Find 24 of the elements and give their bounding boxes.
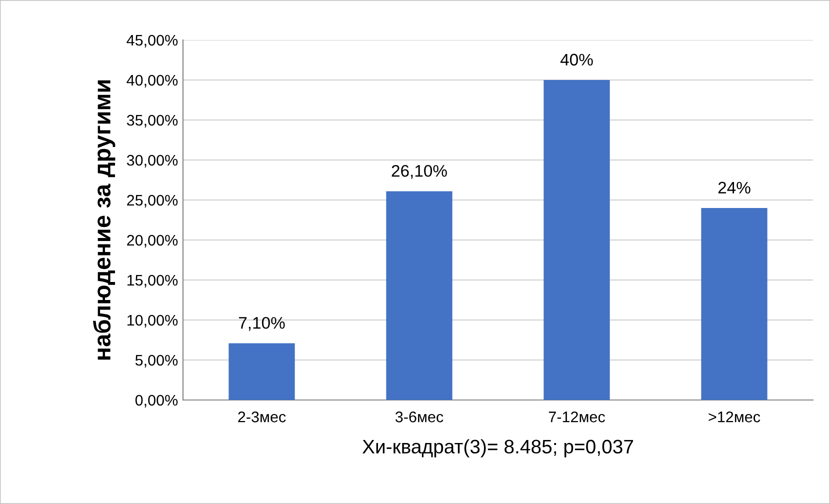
x-tick-label: >12мес bbox=[708, 412, 760, 422]
bar bbox=[228, 343, 295, 400]
y-tick-label: 40,00% bbox=[126, 74, 178, 88]
x-axis-title: Хи-квадрат(3)= 8.485; p=0,037 bbox=[362, 439, 634, 458]
y-tick-label: 25,00% bbox=[127, 194, 178, 208]
bar bbox=[701, 208, 768, 400]
y-tick-label: 45,00% bbox=[126, 34, 178, 48]
y-tick-label: 20,00% bbox=[127, 234, 178, 248]
x-tick-label: 2-3мес bbox=[238, 412, 286, 422]
y-tick-label: 5,00% bbox=[135, 354, 178, 368]
data-label: 24% bbox=[718, 182, 750, 194]
y-tick-label: 35,00% bbox=[126, 114, 178, 128]
y-tick-label: 0,00% bbox=[135, 394, 178, 408]
data-label: 7,10% bbox=[238, 316, 285, 331]
x-tick-label: 3-6мес bbox=[395, 412, 444, 422]
bar bbox=[386, 191, 452, 400]
y-tick-label: 15,00% bbox=[127, 274, 178, 288]
y-tick-label: 10,00% bbox=[127, 314, 178, 328]
y-tick-label: 30,00% bbox=[126, 154, 178, 168]
data-label: 40% bbox=[560, 54, 593, 66]
y-axis-title: наблюдение за другими bbox=[93, 80, 116, 360]
bar bbox=[544, 80, 610, 400]
data-label: 26,10% bbox=[392, 164, 447, 179]
x-tick-label: 7-12мес bbox=[548, 412, 605, 422]
